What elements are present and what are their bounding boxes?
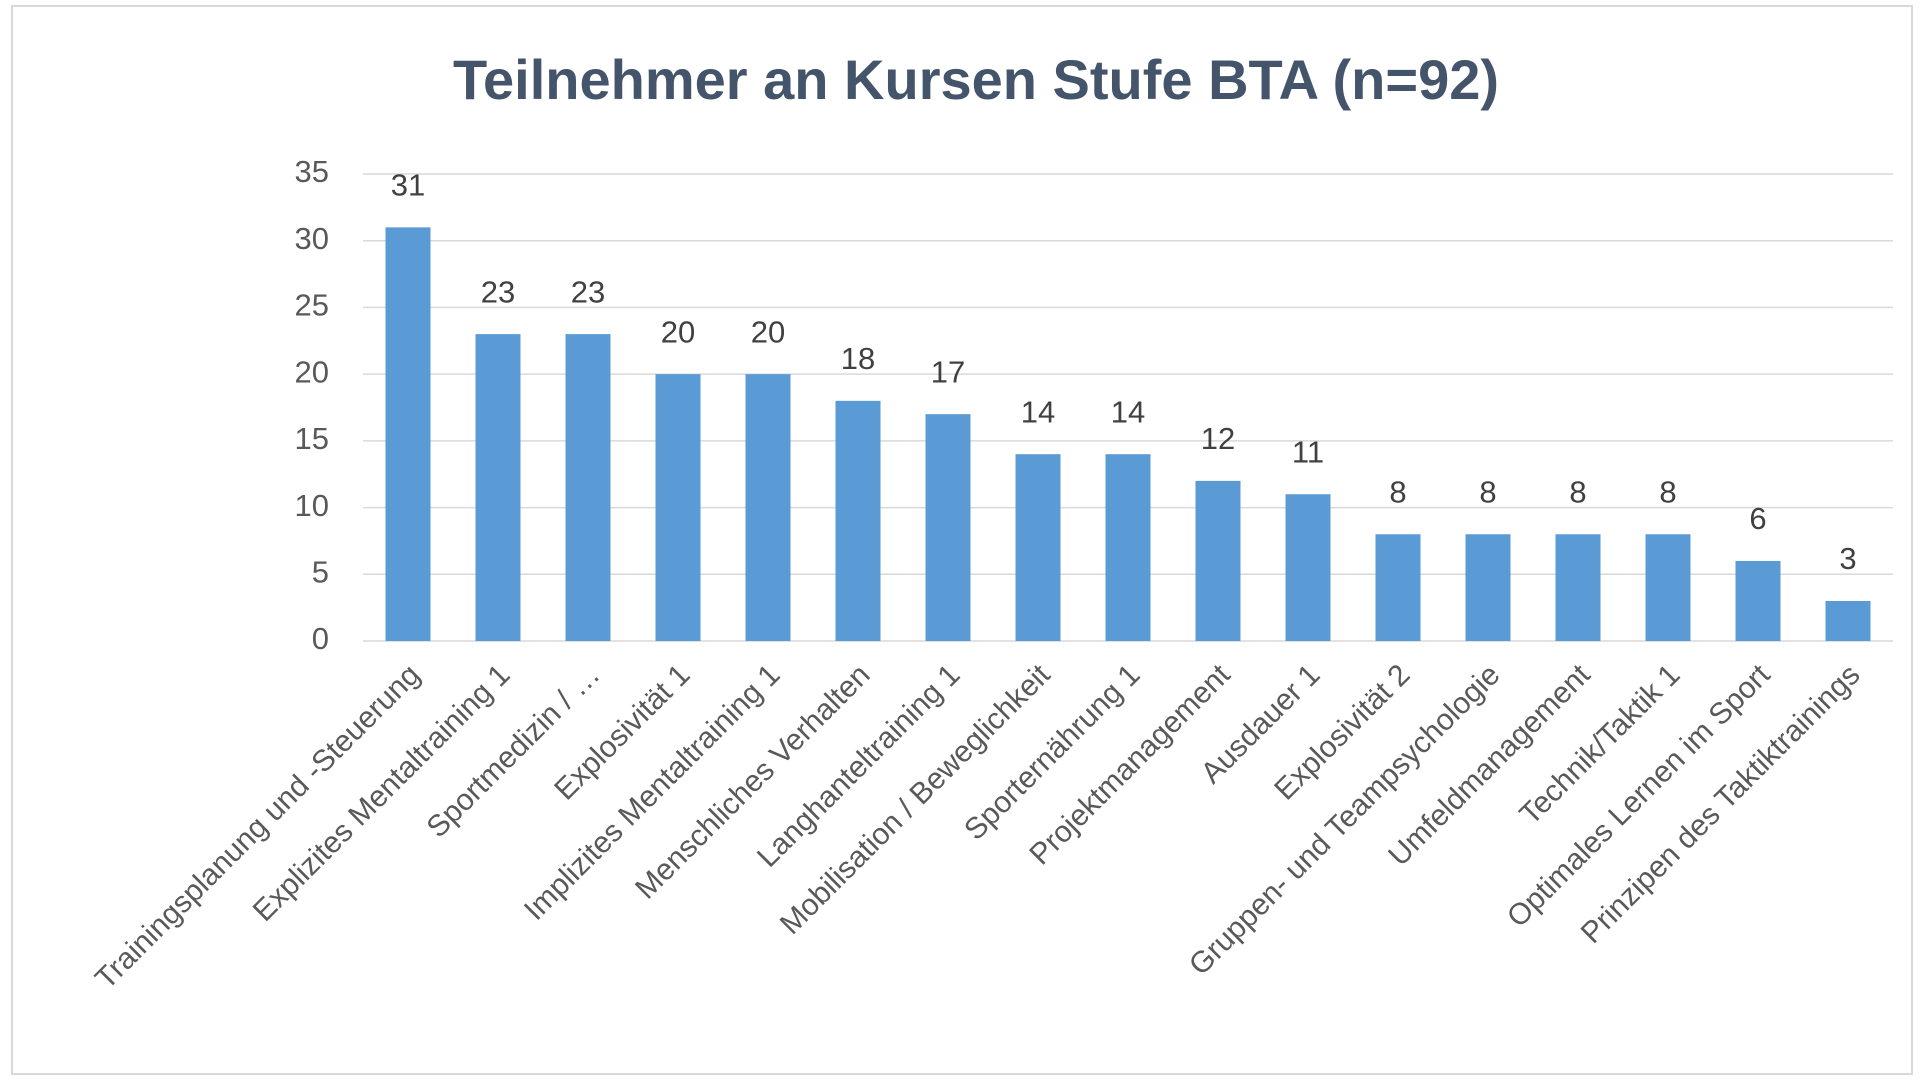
value-label: 20 bbox=[661, 314, 695, 349]
bar bbox=[475, 334, 521, 641]
bar bbox=[925, 414, 971, 641]
value-label: 20 bbox=[751, 314, 785, 349]
value-label: 3 bbox=[1839, 541, 1856, 576]
bar bbox=[1465, 534, 1511, 641]
bar bbox=[1285, 494, 1331, 641]
value-label: 8 bbox=[1389, 474, 1406, 509]
bar bbox=[1555, 534, 1601, 641]
bar bbox=[1645, 534, 1691, 641]
bar bbox=[1105, 454, 1151, 641]
value-label: 8 bbox=[1479, 474, 1496, 509]
bar bbox=[565, 334, 611, 641]
value-label: 11 bbox=[1292, 434, 1324, 469]
bar bbox=[1015, 454, 1061, 641]
y-tick-label: 0 bbox=[312, 621, 329, 656]
chart-title: Teilnehmer an Kursen Stufe BTA (n=92) bbox=[453, 48, 1499, 111]
bar bbox=[1825, 600, 1871, 641]
bar bbox=[1195, 480, 1241, 641]
y-tick-label: 15 bbox=[295, 421, 329, 456]
value-label: 8 bbox=[1659, 474, 1676, 509]
bar bbox=[1375, 534, 1421, 641]
bar bbox=[1735, 560, 1781, 641]
value-label: 23 bbox=[481, 274, 515, 309]
value-label: 18 bbox=[841, 341, 875, 376]
value-label: 31 bbox=[391, 168, 425, 203]
value-label: 6 bbox=[1749, 501, 1766, 536]
y-tick-label: 10 bbox=[295, 488, 329, 523]
bar bbox=[835, 400, 881, 641]
value-label: 14 bbox=[1111, 394, 1145, 429]
value-label: 17 bbox=[931, 354, 965, 389]
value-label: 23 bbox=[571, 274, 605, 309]
y-tick-label: 30 bbox=[295, 221, 329, 256]
value-label: 8 bbox=[1569, 474, 1586, 509]
y-tick-label: 20 bbox=[295, 354, 329, 389]
bar bbox=[385, 227, 431, 641]
bar bbox=[655, 374, 701, 641]
bar bbox=[745, 374, 791, 641]
y-tick-label: 35 bbox=[295, 154, 329, 189]
value-label: 12 bbox=[1201, 421, 1235, 456]
y-tick-label: 25 bbox=[295, 288, 329, 323]
value-label: 14 bbox=[1021, 394, 1055, 429]
y-tick-label: 5 bbox=[312, 554, 329, 589]
